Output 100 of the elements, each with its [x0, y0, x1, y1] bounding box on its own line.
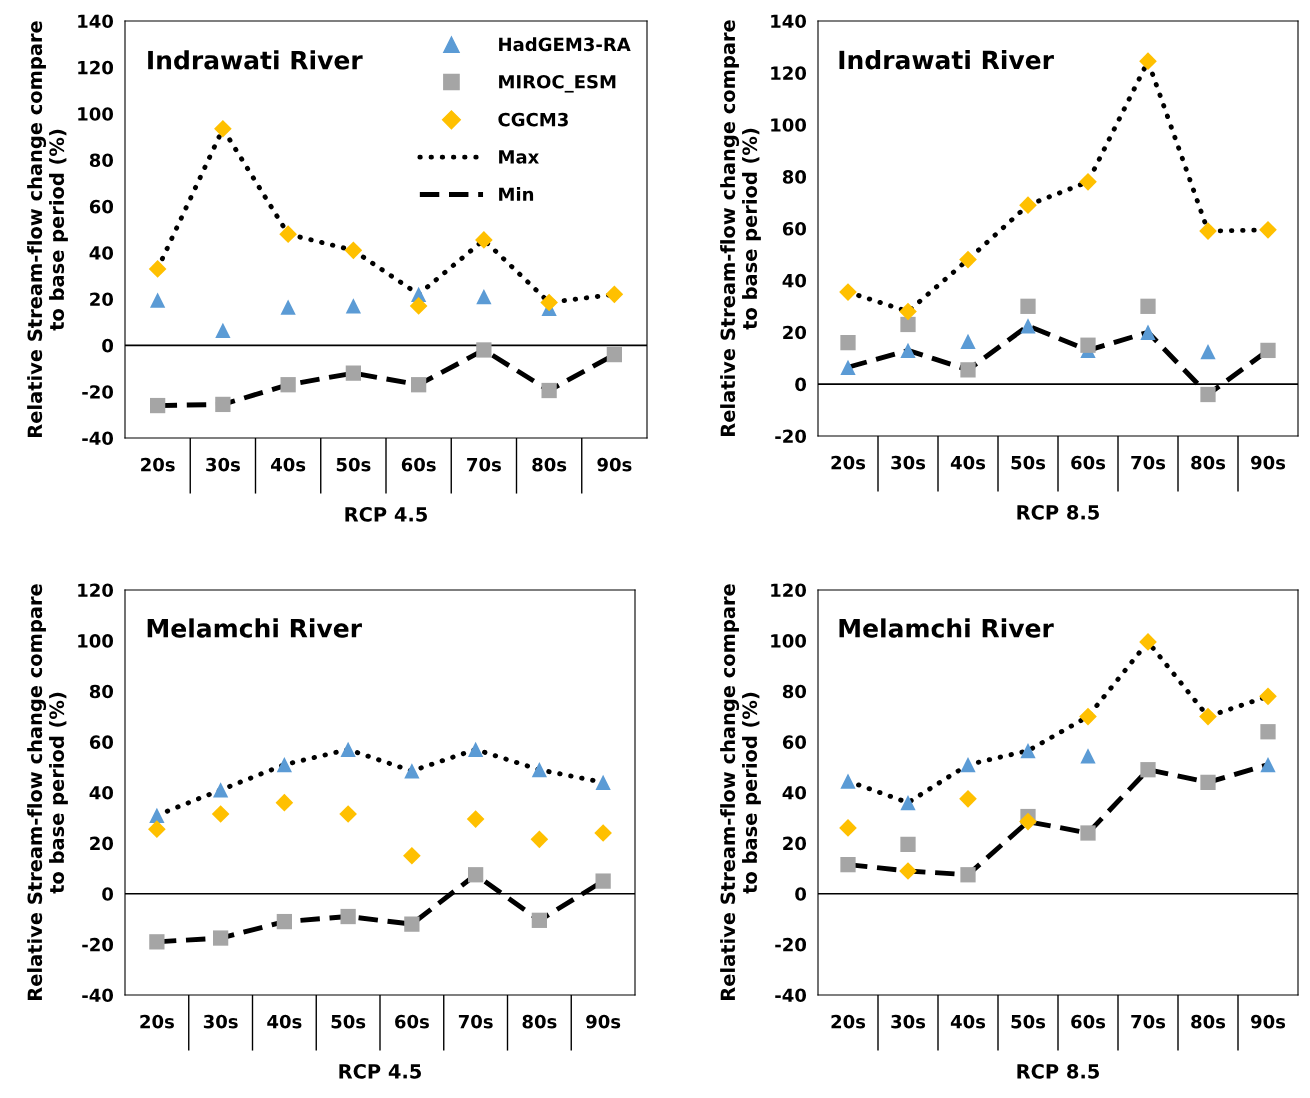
point — [840, 857, 856, 873]
point — [1079, 172, 1097, 191]
y-tick-label: 80 — [782, 170, 807, 184]
x-tick-label: 60s — [1071, 455, 1106, 470]
y-tick-label: 120 — [78, 583, 114, 598]
x-tick-label: 30s — [891, 455, 926, 470]
point — [1199, 222, 1217, 240]
point — [1019, 812, 1037, 831]
x-tick-label: 80s — [522, 1014, 557, 1029]
y-tick-label: 0 — [102, 338, 114, 353]
point — [959, 789, 977, 808]
point — [340, 741, 356, 758]
x-tick-label: 50s — [1011, 455, 1046, 470]
x-tick-label: 60s — [401, 457, 436, 472]
point — [1260, 724, 1276, 740]
point — [900, 836, 916, 853]
x-tick-label: 20s — [831, 1014, 866, 1029]
point — [1200, 386, 1216, 403]
point — [1080, 748, 1096, 764]
point — [605, 285, 624, 304]
y-tick-label: 80 — [89, 684, 114, 699]
x-axis-title: RCP 8.5 — [1017, 504, 1099, 520]
x-tick-label: 20s — [831, 455, 866, 470]
point — [467, 867, 484, 883]
x-tick-label: 80s — [532, 457, 567, 472]
legend-label: MIROC_ESM — [499, 74, 616, 93]
x-tick-label: 40s — [271, 457, 306, 472]
legend-label: CGCM3 — [498, 112, 568, 127]
text: Melamchi River — [147, 618, 362, 638]
x-tick-label: 40s — [950, 455, 986, 470]
x-tick-label: 90s — [586, 1014, 621, 1029]
point — [280, 299, 296, 315]
point — [211, 805, 230, 823]
point — [149, 934, 165, 950]
text: Melamchi River — [839, 618, 1054, 638]
text: Indrawati River — [148, 50, 363, 70]
x-tick-label: 70s — [458, 1014, 493, 1029]
point — [344, 241, 363, 260]
x-tick-label: 50s — [1011, 1014, 1046, 1029]
legend-label: Max — [499, 150, 539, 164]
point — [340, 908, 356, 925]
y-tick-label: 100 — [771, 118, 807, 132]
y-tick-label: 0 — [795, 887, 807, 901]
point — [466, 810, 485, 828]
point — [595, 774, 611, 791]
point — [212, 930, 229, 946]
y-tick-label: -40 — [775, 988, 807, 1003]
point — [403, 846, 421, 865]
y-tick-label: 100 — [78, 107, 114, 121]
point — [1140, 298, 1156, 314]
y-tick-label: 140 — [78, 14, 114, 29]
y-tick-label: 40 — [782, 785, 807, 800]
y-tick-label: 20 — [783, 325, 807, 340]
y-tick-label: 0 — [102, 887, 114, 901]
point — [149, 292, 166, 308]
point — [276, 913, 293, 930]
point — [1019, 196, 1037, 214]
y-tick-label: 20 — [90, 292, 114, 307]
x-tick-label: 30s — [891, 1014, 926, 1029]
point — [404, 763, 420, 779]
x-tick-label: 40s — [267, 1014, 302, 1029]
point — [1259, 220, 1277, 239]
point — [839, 283, 857, 301]
point — [1079, 707, 1097, 726]
point — [345, 298, 362, 314]
point — [275, 793, 294, 812]
y-tick-label: -20 — [775, 937, 807, 952]
y-tick-label: 100 — [78, 634, 114, 648]
point — [1020, 318, 1036, 334]
y-tick-label: 40 — [782, 273, 807, 288]
y-tick-label: 80 — [782, 684, 807, 699]
point — [149, 397, 166, 414]
point — [476, 342, 492, 358]
y-tick-label: 60 — [782, 735, 807, 749]
y-tick-label: 140 — [771, 14, 807, 29]
point — [960, 333, 976, 349]
point — [531, 912, 548, 928]
y-tick-label: 100 — [771, 634, 807, 648]
x-tick-label: 20s — [140, 1014, 174, 1029]
x-tick-label: 70s — [467, 457, 501, 472]
y-tick-label: 60 — [782, 221, 807, 236]
x-axis-title: RCP 4.5 — [345, 506, 427, 522]
point — [594, 824, 612, 842]
x-tick-label: 20s — [141, 457, 175, 472]
y-axis-title: Relative Stream-flow change compare to base period (%) — [27, 21, 68, 437]
x-tick-label: 30s — [206, 457, 240, 472]
legend-label: Min — [499, 187, 534, 201]
x-tick-label: 90s — [1251, 1014, 1286, 1029]
y-axis-title: Relative Stream-flow change compare to base period (%) — [27, 584, 68, 1000]
point — [840, 359, 856, 375]
point — [900, 342, 916, 359]
x-tick-label: 50s — [336, 457, 371, 472]
text: Indrawati River — [839, 50, 1054, 70]
x-tick-label: 70s — [1131, 1014, 1166, 1029]
y-tick-label: 40 — [89, 246, 114, 260]
point — [1080, 337, 1096, 353]
point — [215, 322, 231, 338]
point — [1259, 687, 1277, 706]
point — [1020, 743, 1036, 759]
y-tick-label: -20 — [82, 385, 114, 399]
